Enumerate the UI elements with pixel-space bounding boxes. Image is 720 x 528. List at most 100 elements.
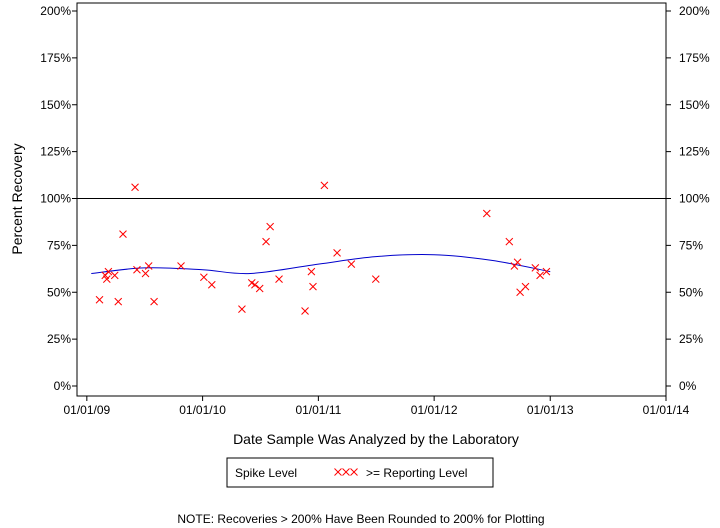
x-tick-label: 01/01/12 xyxy=(411,403,458,417)
data-point xyxy=(309,282,317,291)
data-points xyxy=(95,181,551,315)
y-tick-label-right: 75% xyxy=(679,238,703,252)
data-point-stroke xyxy=(251,280,259,289)
data-point xyxy=(347,260,356,268)
legend-label-reporting-level: >= Reporting Level xyxy=(366,466,467,480)
y-tick-label-left: 175% xyxy=(40,51,71,65)
data-point-stroke xyxy=(301,307,309,315)
data-point xyxy=(110,271,119,280)
data-point xyxy=(114,297,123,306)
x-tick-label: 01/01/09 xyxy=(63,403,110,417)
data-point-stroke xyxy=(110,271,119,280)
data-point-stroke xyxy=(531,264,540,272)
data-point xyxy=(542,267,551,276)
data-point-stroke xyxy=(320,181,329,190)
trend-line xyxy=(91,254,551,275)
data-point xyxy=(536,271,544,280)
y-tick-label-right: 0% xyxy=(679,379,697,393)
data-point xyxy=(251,280,259,289)
y-tick-label-right: 25% xyxy=(679,332,703,346)
plot-frame xyxy=(76,2,667,397)
data-point xyxy=(200,273,208,282)
y-tick-label-left: 0% xyxy=(54,379,72,393)
x-tick-label: 01/01/10 xyxy=(179,403,226,417)
data-point-stroke xyxy=(119,230,127,238)
trend-curve xyxy=(91,254,551,275)
data-point-stroke xyxy=(102,275,111,283)
x-axis: 01/01/09 01/01/10 01/01/11 01/01/12 01/01/13… xyxy=(63,396,690,417)
data-point-stroke xyxy=(275,275,283,283)
data-point-stroke xyxy=(482,209,491,218)
data-point-stroke xyxy=(266,222,275,231)
data-point xyxy=(131,183,139,192)
data-point-stroke xyxy=(141,269,150,278)
data-point-stroke xyxy=(333,249,341,257)
data-point-stroke xyxy=(200,273,208,282)
y-tick-label-right: 50% xyxy=(679,285,703,299)
data-point xyxy=(102,275,111,283)
y-tick-label-right: 175% xyxy=(679,51,710,65)
y-tick-label-left: 75% xyxy=(47,238,71,252)
x-tick-label: 01/01/14 xyxy=(643,403,690,417)
data-point xyxy=(320,181,329,190)
data-point xyxy=(207,280,216,289)
data-point-stroke xyxy=(255,284,264,293)
data-point xyxy=(119,230,127,238)
data-point xyxy=(144,262,153,270)
data-point xyxy=(531,264,540,272)
data-point-stroke xyxy=(114,297,123,306)
y-tick-label-right: 150% xyxy=(679,98,710,112)
data-point xyxy=(482,209,491,218)
data-point-stroke xyxy=(371,275,380,283)
data-point-stroke xyxy=(207,280,216,289)
data-point-stroke xyxy=(513,258,522,267)
x-axis-title: Date Sample Was Analyzed by the Laborato… xyxy=(233,431,519,447)
data-point xyxy=(371,275,380,283)
data-point xyxy=(513,258,522,267)
data-point-stroke xyxy=(104,267,113,276)
x-tick-label: 01/01/11 xyxy=(295,403,341,417)
y-tick-label-right: 125% xyxy=(679,145,710,159)
data-point-stroke xyxy=(309,282,317,291)
data-point xyxy=(307,267,316,276)
data-point xyxy=(505,237,514,246)
data-point-stroke xyxy=(307,267,316,276)
y-tick-label-left: 25% xyxy=(47,332,71,346)
data-point xyxy=(521,282,530,291)
data-point xyxy=(255,284,264,293)
data-point-stroke xyxy=(238,305,246,313)
y-tick-label-right: 100% xyxy=(679,192,710,206)
legend-x-marker xyxy=(334,468,342,476)
data-point-stroke xyxy=(347,260,356,268)
data-point-stroke xyxy=(131,183,139,192)
data-point xyxy=(133,265,141,274)
data-point xyxy=(333,249,341,257)
y-axis-left: 0% 25% 50% 75% 100% 125% 150% 175% 200% xyxy=(40,4,77,393)
x-tick-label: 01/01/13 xyxy=(527,403,574,417)
y-tick-label-right: 200% xyxy=(679,4,710,18)
data-point xyxy=(104,267,113,276)
data-point xyxy=(238,305,246,313)
y-tick-label-left: 125% xyxy=(40,145,71,159)
data-point-stroke xyxy=(505,237,514,246)
legend-label-spike-level: Spike Level xyxy=(235,466,297,480)
data-point xyxy=(141,269,150,278)
data-point-stroke xyxy=(95,295,104,304)
data-point-stroke xyxy=(177,262,185,270)
y-tick-label-left: 200% xyxy=(40,4,71,18)
data-point-stroke xyxy=(536,271,544,280)
y-tick-label-left: 100% xyxy=(40,192,71,206)
data-point xyxy=(266,222,275,231)
data-point-stroke xyxy=(262,237,270,246)
data-point-stroke xyxy=(247,279,256,287)
legend-x-marker xyxy=(350,468,358,476)
legend-x-marker xyxy=(342,468,350,476)
y-tick-label-left: 150% xyxy=(40,98,71,112)
data-point xyxy=(262,237,270,246)
data-point xyxy=(177,262,185,270)
data-point xyxy=(275,275,283,283)
data-point-stroke xyxy=(133,265,141,274)
y-axis-right: 0% 25% 50% 75% 100% 125% 150% 175% 200% xyxy=(666,4,710,393)
legend-marker-reporting-level xyxy=(334,468,358,476)
